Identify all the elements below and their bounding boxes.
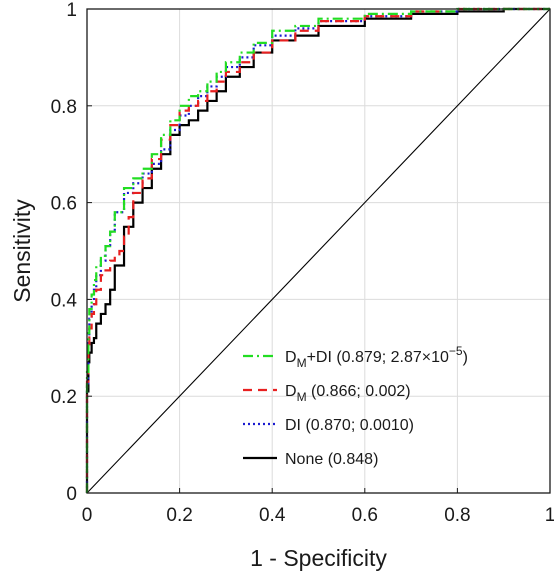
legend-label: None (0.848) — [285, 451, 378, 468]
chance-line — [86, 8, 551, 494]
x-tick-label: 1 — [545, 505, 554, 526]
y-tick-label: 0 — [66, 484, 77, 505]
x-tick-label: 0.8 — [444, 505, 470, 526]
y-tick-label: 0.6 — [51, 194, 77, 215]
plot-frame — [86, 8, 551, 494]
roc-curve — [85, 7, 550, 493]
x-tick-label: 0 — [82, 505, 93, 526]
y-axis-title: Sensitivity — [9, 199, 35, 303]
legend: DM+DI (0.879; 2.87×10−5) DM (0.866; 0.002… — [243, 344, 468, 468]
y-tick-label: 1 — [66, 0, 77, 21]
x-tick-label: 0.2 — [166, 505, 192, 526]
legend-label: DI (0.870; 0.0010) — [285, 417, 414, 434]
reference-diagonal — [86, 8, 551, 494]
y-tick-label: 0.4 — [51, 290, 78, 311]
x-axis-title: 1 - Specificity — [250, 545, 387, 571]
axis-ticks: 0 0.2 0.4 0.6 0.8 1 0 0.2 0.4 0.6 0.8 1 — [51, 0, 554, 526]
legend-label: DM (0.866; 0.002) — [285, 383, 411, 404]
x-tick-label: 0.4 — [259, 505, 286, 526]
x-tick-label: 0.6 — [352, 505, 378, 526]
y-tick-label: 0.8 — [51, 97, 77, 118]
roc-curves — [85, 7, 550, 493]
y-tick-label: 0.2 — [51, 387, 77, 408]
roc-curve — [85, 7, 550, 493]
legend-label: DM+DI (0.879; 2.87×10−5) — [285, 344, 468, 370]
